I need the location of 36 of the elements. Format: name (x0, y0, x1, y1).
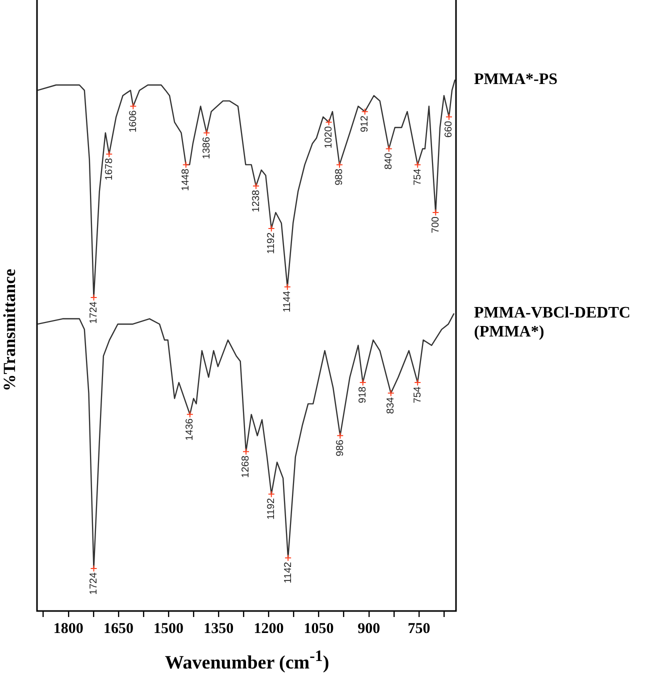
annotation: 1436 (184, 418, 196, 441)
annotation: 1192 (266, 232, 278, 254)
x-tick-label: 900 (358, 620, 380, 637)
annotation: 1192 (266, 498, 278, 520)
annotation: 1724 (88, 301, 100, 324)
annotation: 986 (334, 439, 346, 456)
x-axis-title: Wavenumber (cm$^{-1}$) (164, 648, 330, 674)
annotation: 1144 (282, 290, 294, 312)
series-label: PMMA*-PS (474, 70, 558, 88)
x-tick-label: 750 (408, 620, 430, 637)
annotation: 1678 (104, 158, 115, 180)
x-tick-label: 1200 (254, 620, 284, 637)
annotation: 1386 (201, 136, 212, 160)
y-axis-title: %Transmittance (0, 268, 20, 392)
annotation: 1724 (88, 572, 100, 595)
annotation: 1606 (128, 110, 139, 133)
x-tick-label: 1050 (304, 620, 334, 637)
annotation: 1268 (240, 455, 252, 478)
annotation: 754 (412, 386, 424, 404)
x-tick-label: 1500 (154, 620, 184, 637)
annotation: 1142 (282, 561, 294, 584)
annotation: 1448 (180, 168, 192, 191)
annotation: 700 (430, 216, 442, 234)
annotation: 918 (358, 386, 369, 404)
annotation: 660 (444, 120, 455, 138)
annotation: 912 (360, 115, 371, 132)
annotation: 1020 (324, 126, 335, 148)
annotation: 834 (386, 396, 397, 414)
annotation: 840 (384, 152, 395, 170)
annotation: 754 (412, 168, 424, 186)
x-tick-label: 1800 (53, 620, 84, 637)
annotation: 1238 (250, 190, 262, 212)
annotation: 988 (334, 168, 346, 186)
x-tick-label: 1650 (103, 620, 134, 637)
series-label: PMMA-VBCl-DEDTC (PMMA*) (474, 304, 630, 341)
x-tick-label: 1350 (204, 620, 234, 637)
